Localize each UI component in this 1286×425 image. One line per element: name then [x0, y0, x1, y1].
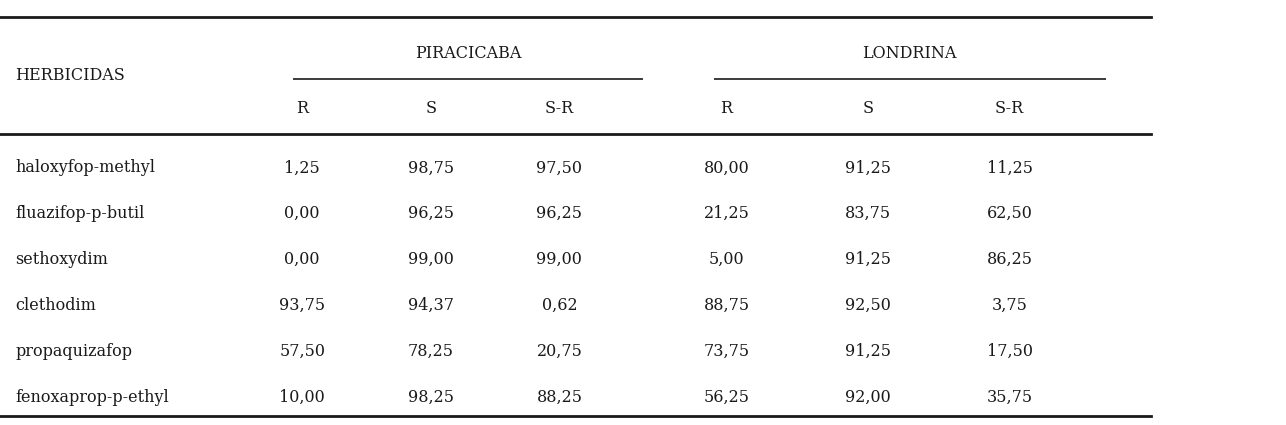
Text: 20,75: 20,75	[536, 343, 583, 360]
Text: 73,75: 73,75	[703, 343, 750, 360]
Text: 21,25: 21,25	[703, 205, 750, 222]
Text: 91,25: 91,25	[845, 343, 891, 360]
Text: propaquizafop: propaquizafop	[15, 343, 132, 360]
Text: haloxyfop-methyl: haloxyfop-methyl	[15, 159, 156, 176]
Text: S: S	[426, 100, 436, 117]
Text: PIRACICABA: PIRACICABA	[415, 45, 521, 62]
Text: 97,50: 97,50	[536, 159, 583, 176]
Text: 96,25: 96,25	[536, 205, 583, 222]
Text: 78,25: 78,25	[408, 343, 454, 360]
Text: 98,25: 98,25	[408, 389, 454, 406]
Text: 5,00: 5,00	[709, 251, 745, 268]
Text: 17,50: 17,50	[986, 343, 1033, 360]
Text: S-R: S-R	[995, 100, 1024, 117]
Text: 35,75: 35,75	[986, 389, 1033, 406]
Text: 1,25: 1,25	[284, 159, 320, 176]
Text: 93,75: 93,75	[279, 297, 325, 314]
Text: 88,25: 88,25	[536, 389, 583, 406]
Text: 99,00: 99,00	[536, 251, 583, 268]
Text: fenoxaprop-p-ethyl: fenoxaprop-p-ethyl	[15, 389, 170, 406]
Text: R: R	[720, 100, 733, 117]
Text: 62,50: 62,50	[986, 205, 1033, 222]
Text: 80,00: 80,00	[703, 159, 750, 176]
Text: HERBICIDAS: HERBICIDAS	[15, 67, 125, 84]
Text: 98,75: 98,75	[408, 159, 454, 176]
Text: 0,00: 0,00	[284, 251, 320, 268]
Text: 86,25: 86,25	[986, 251, 1033, 268]
Text: LONDRINA: LONDRINA	[862, 45, 957, 62]
Text: S-R: S-R	[545, 100, 574, 117]
Text: S: S	[863, 100, 873, 117]
Text: 92,00: 92,00	[845, 389, 891, 406]
Text: 91,25: 91,25	[845, 159, 891, 176]
Text: fluazifop-p-butil: fluazifop-p-butil	[15, 205, 145, 222]
Text: R: R	[296, 100, 309, 117]
Text: 92,50: 92,50	[845, 297, 891, 314]
Text: 10,00: 10,00	[279, 389, 325, 406]
Text: clethodim: clethodim	[15, 297, 96, 314]
Text: 57,50: 57,50	[279, 343, 325, 360]
Text: 0,62: 0,62	[541, 297, 577, 314]
Text: 96,25: 96,25	[408, 205, 454, 222]
Text: 88,75: 88,75	[703, 297, 750, 314]
Text: 11,25: 11,25	[986, 159, 1033, 176]
Text: sethoxydim: sethoxydim	[15, 251, 108, 268]
Text: 56,25: 56,25	[703, 389, 750, 406]
Text: 91,25: 91,25	[845, 251, 891, 268]
Text: 0,00: 0,00	[284, 205, 320, 222]
Text: 99,00: 99,00	[408, 251, 454, 268]
Text: 83,75: 83,75	[845, 205, 891, 222]
Text: 94,37: 94,37	[408, 297, 454, 314]
Text: 3,75: 3,75	[992, 297, 1028, 314]
